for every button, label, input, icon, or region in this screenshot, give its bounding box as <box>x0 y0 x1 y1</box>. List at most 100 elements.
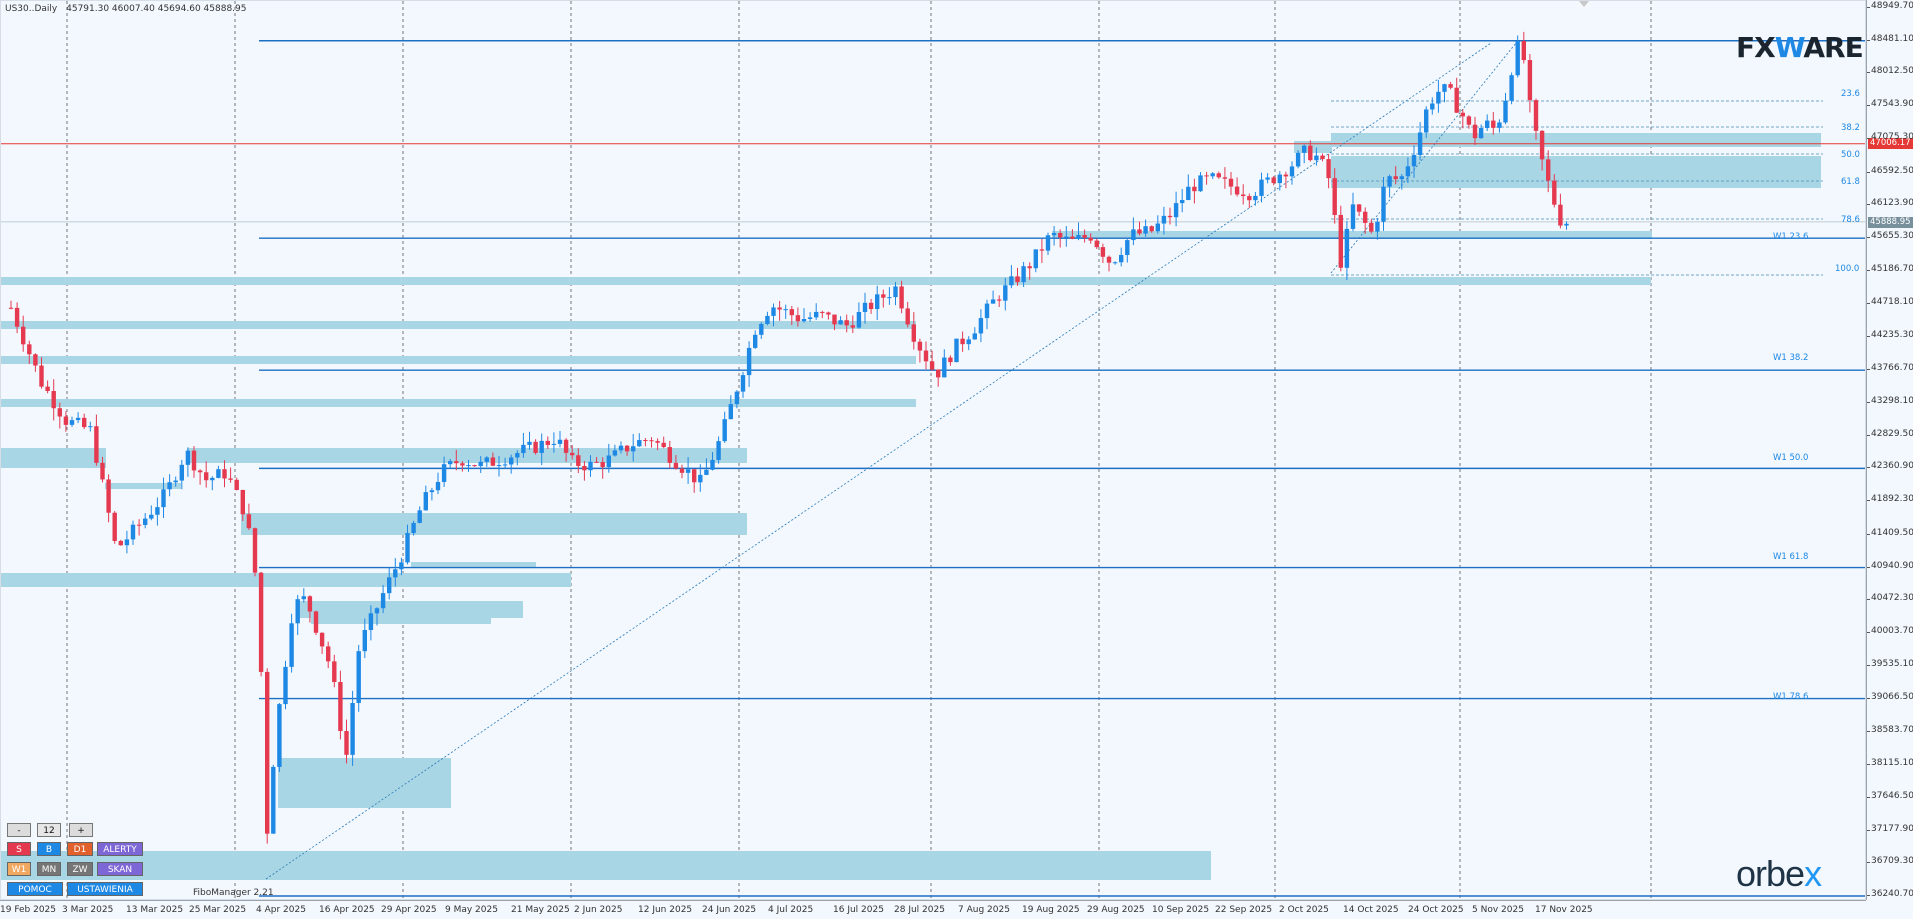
bearish-candle <box>917 341 923 351</box>
bearish-candle <box>1283 174 1289 177</box>
bearish-candle <box>1521 41 1526 61</box>
bearish-candle <box>692 469 697 483</box>
w1-fib-label-61-8: W1 61.8 <box>1773 552 1809 562</box>
timeframe-w1-button[interactable]: W1 <box>7 862 31 876</box>
bullish-candle <box>380 593 386 609</box>
bullish-candle <box>1210 173 1215 177</box>
bearish-candle <box>14 307 20 327</box>
bearish-candle <box>1326 159 1331 179</box>
bullish-candle <box>1289 166 1295 177</box>
bullish-candle <box>1155 223 1160 232</box>
fib-label-38-2: 38.2 <box>1841 123 1860 133</box>
bullish-candle <box>466 465 471 467</box>
price-axis[interactable]: 47006.17 45888.95 48949.70 48481.10 48012.… <box>1866 0 1913 900</box>
time-axis-label: 29 Aug 2025 <box>1087 905 1145 915</box>
plot-area[interactable]: US30..Daily 45791.30 46007.40 45694.60 4… <box>0 0 1866 900</box>
scroll-marker-icon[interactable] <box>1579 1 1589 7</box>
bullish-candle <box>283 666 288 705</box>
time-axis-label: 28 Jul 2025 <box>894 905 945 915</box>
scan-button[interactable]: SKAN <box>97 862 143 876</box>
bullish-candle <box>1186 186 1191 201</box>
bullish-candle <box>399 562 404 570</box>
price-axis-label: 41409.50 <box>1871 527 1913 538</box>
bearish-candle <box>1082 235 1087 238</box>
price-axis-label: 42360.90 <box>1871 461 1913 472</box>
time-axis-label: 9 May 2025 <box>445 905 498 915</box>
period-plus-button[interactable]: + <box>69 823 93 837</box>
bearish-candle <box>576 455 581 466</box>
bearish-candle <box>246 514 252 529</box>
time-axis[interactable]: 19 Feb 2025 3 Mar 2025 13 Mar 2025 25 Mar 2… <box>0 900 1866 919</box>
bearish-candle <box>1460 112 1465 117</box>
bearish-candle <box>33 354 38 366</box>
alerts-button[interactable]: ALERTY <box>97 842 143 856</box>
bearish-candle <box>1247 196 1252 201</box>
timeframe-mn-button[interactable]: MN <box>37 862 61 876</box>
sell-button[interactable]: S <box>7 842 31 856</box>
bearish-candle <box>1527 60 1533 101</box>
price-axis-tick <box>1867 895 1870 896</box>
bullish-candle <box>143 518 148 525</box>
bearish-candle <box>106 479 111 513</box>
settings-button[interactable]: USTAWIENIA <box>67 882 143 896</box>
timeframe-d1-button[interactable]: D1 <box>67 842 93 856</box>
bearish-candle <box>1149 226 1154 232</box>
bearish-candle <box>1271 177 1276 184</box>
period-value-field[interactable]: 12 <box>37 823 61 837</box>
bearish-candle <box>1454 87 1459 113</box>
bullish-candle <box>1021 266 1026 283</box>
bullish-candle <box>1125 240 1130 255</box>
price-axis-tick <box>1867 434 1870 436</box>
bearish-candle <box>1308 145 1313 161</box>
bearish-candle <box>570 452 575 456</box>
bullish-candle <box>954 338 959 363</box>
price-axis-tick <box>1867 731 1870 733</box>
bullish-candle <box>478 461 483 467</box>
bullish-candle <box>1064 236 1069 238</box>
zw-button[interactable]: ZW <box>67 862 93 876</box>
price-axis-tick <box>1867 664 1870 666</box>
bullish-candle <box>1003 285 1008 301</box>
price-axis-tick <box>1867 862 1870 864</box>
bearish-candle <box>1216 173 1221 178</box>
buy-button[interactable]: B <box>37 842 61 856</box>
bearish-candle <box>868 302 874 310</box>
bearish-candle <box>332 661 337 683</box>
bearish-candle <box>94 426 99 463</box>
bullish-candle <box>1564 223 1569 226</box>
bullish-candle <box>814 311 819 318</box>
bullish-candle <box>887 297 892 299</box>
bullish-candle <box>942 357 947 378</box>
zone <box>296 601 523 618</box>
bullish-candle <box>350 702 355 755</box>
time-axis-label: 13 Mar 2025 <box>126 905 184 915</box>
price-axis-label: 41892.30 <box>1871 494 1913 505</box>
bullish-candle <box>502 464 508 466</box>
bullish-candle <box>527 441 532 445</box>
price-chart-svg[interactable] <box>1 1 1866 900</box>
bullish-candle <box>149 514 154 519</box>
bearish-candle <box>1558 204 1563 226</box>
bullish-candle <box>1265 177 1270 180</box>
bullish-candle <box>771 307 776 316</box>
price-axis-tick <box>1867 632 1870 634</box>
price-axis-tick <box>1867 72 1870 74</box>
price-axis-tick <box>1867 796 1870 798</box>
fibo-trendline <box>1330 42 1517 274</box>
bearish-candle <box>844 320 849 326</box>
bullish-candle <box>496 465 502 467</box>
bearish-candle <box>826 312 831 315</box>
bearish-candle <box>929 361 935 370</box>
time-axis-label: 16 Jul 2025 <box>833 905 884 915</box>
bullish-candle <box>1180 200 1185 204</box>
bearish-candle <box>1466 116 1472 125</box>
help-button[interactable]: POMOC <box>7 882 63 896</box>
bullish-candle <box>807 317 813 319</box>
period-minus-button[interactable]: - <box>7 823 31 837</box>
time-axis-label: 24 Oct 2025 <box>1408 905 1464 915</box>
price-axis-tick <box>1867 336 1870 338</box>
bearish-candle <box>661 442 666 448</box>
bullish-candle <box>289 623 294 667</box>
bullish-candle <box>728 404 733 420</box>
